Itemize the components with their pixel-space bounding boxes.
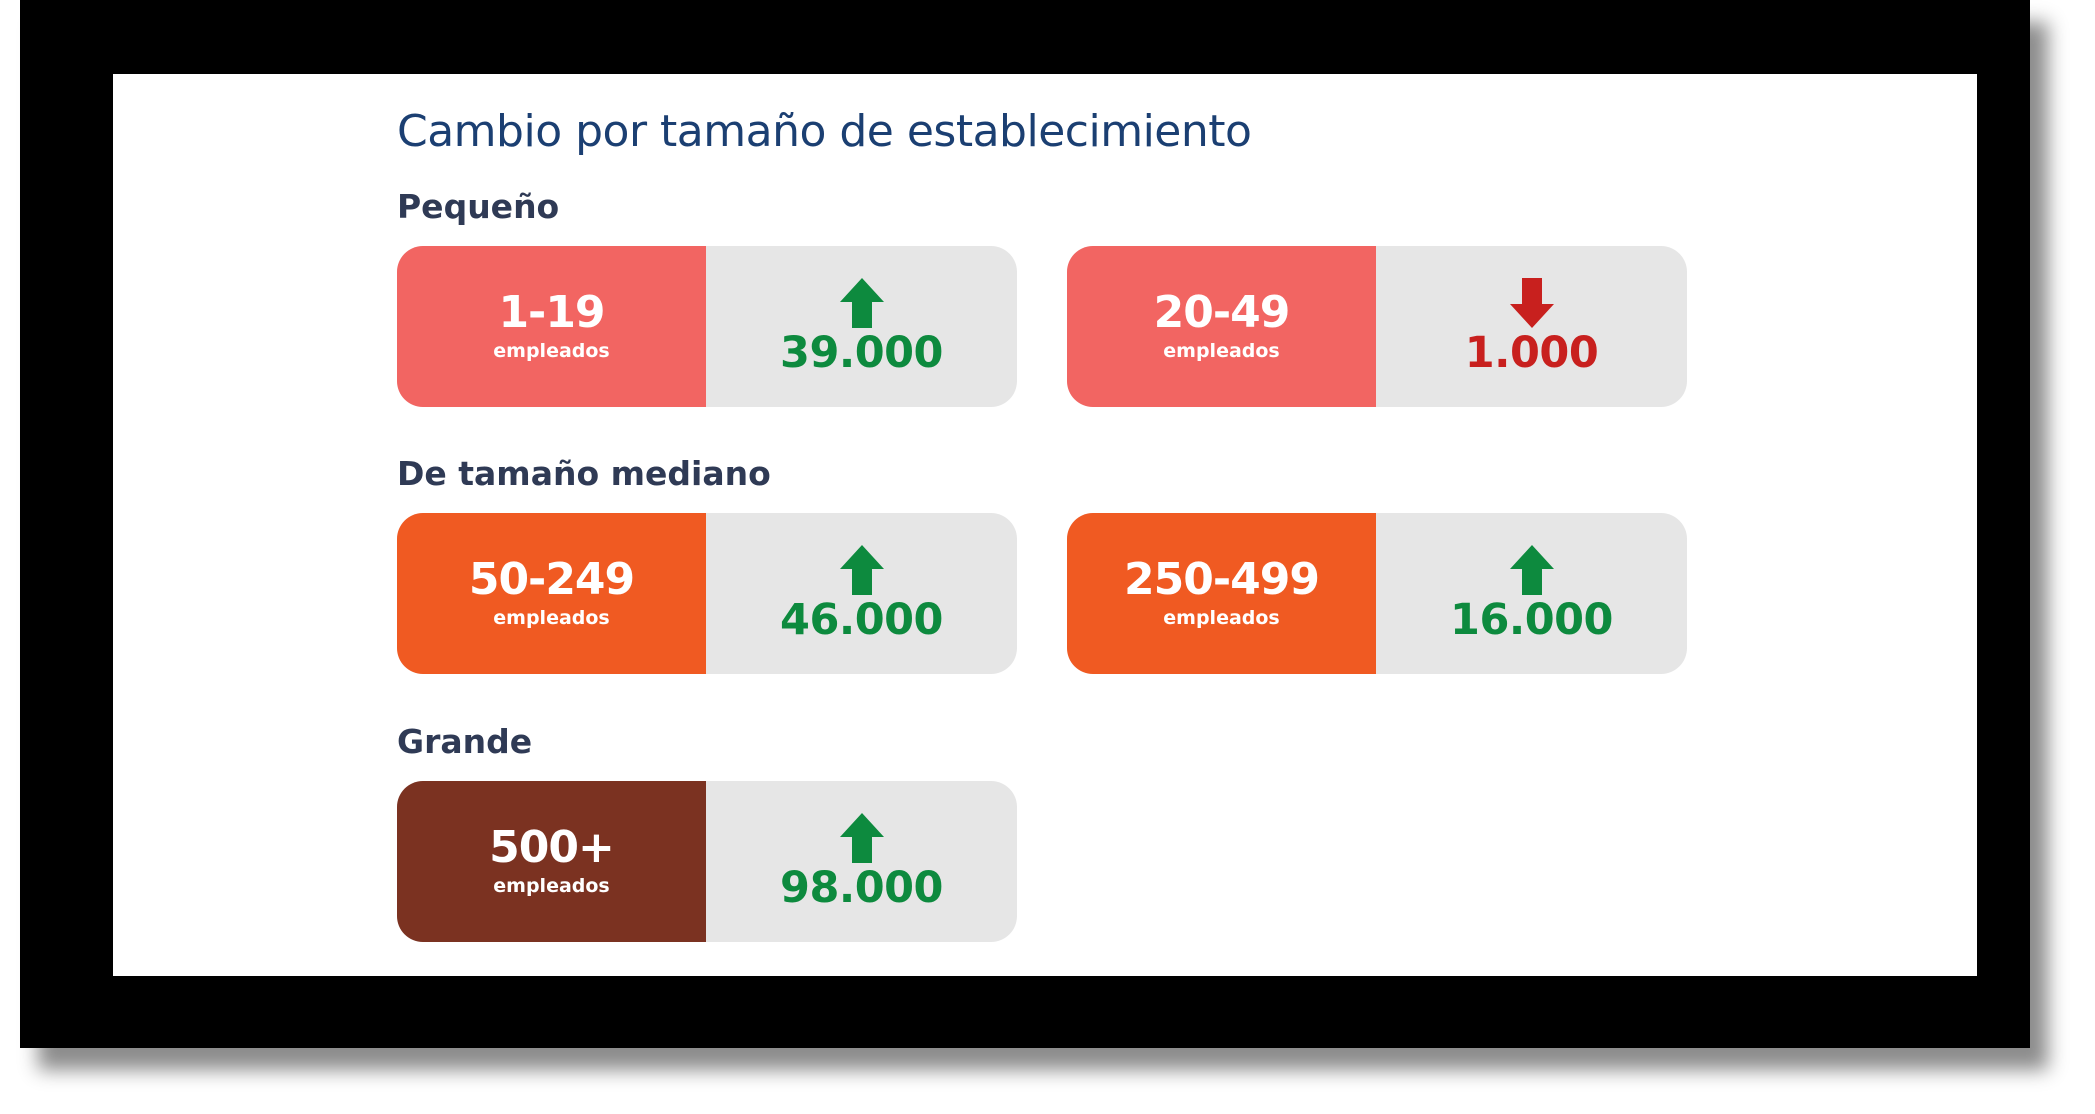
size-unit: empleados <box>1163 607 1280 629</box>
size-range: 1-19 <box>498 287 605 338</box>
size-unit: empleados <box>493 340 610 362</box>
change-panel: 46.000 <box>706 513 1017 674</box>
change-value: 1.000 <box>1464 328 1599 378</box>
change-panel: 98.000 <box>706 781 1017 942</box>
change-panel: 16.000 <box>1376 513 1687 674</box>
change-value: 16.000 <box>1450 595 1613 645</box>
change-value: 46.000 <box>780 595 943 645</box>
card-size-250-499: 250-499 empleados 16.000 <box>1067 513 1687 674</box>
black-frame: Cambio por tamaño de establecimiento Peq… <box>20 0 2030 1048</box>
size-range: 50-249 <box>468 554 635 605</box>
card-size-50-249: 50-249 empleados 46.000 <box>397 513 1017 674</box>
change-panel: 1.000 <box>1376 246 1687 407</box>
size-range-panel: 500+ empleados <box>397 781 706 942</box>
size-unit: empleados <box>493 875 610 897</box>
size-range-panel: 50-249 empleados <box>397 513 706 674</box>
card-size-1-19: 1-19 empleados 39.000 <box>397 246 1017 407</box>
size-range: 20-49 <box>1153 287 1291 338</box>
arrow-down-icon <box>1509 278 1554 328</box>
group-label-medium: De tamaño mediano <box>397 454 771 493</box>
size-range: 250-499 <box>1124 554 1320 605</box>
group-label-large: Grande <box>397 722 533 761</box>
card-size-20-49: 20-49 empleados 1.000 <box>1067 246 1687 407</box>
group-label-small: Pequeño <box>397 187 560 226</box>
page-title: Cambio por tamaño de establecimiento <box>397 106 1252 157</box>
size-range-panel: 250-499 empleados <box>1067 513 1376 674</box>
change-value: 39.000 <box>780 328 943 378</box>
arrow-up-icon <box>1509 545 1554 595</box>
arrow-up-icon <box>839 278 884 328</box>
card-size-500-plus: 500+ empleados 98.000 <box>397 781 1017 942</box>
size-range-panel: 1-19 empleados <box>397 246 706 407</box>
size-range-panel: 20-49 empleados <box>1067 246 1376 407</box>
size-unit: empleados <box>1163 340 1280 362</box>
arrow-up-icon <box>839 813 884 863</box>
size-range: 500+ <box>489 822 615 873</box>
size-unit: empleados <box>493 607 610 629</box>
change-panel: 39.000 <box>706 246 1017 407</box>
arrow-up-icon <box>839 545 884 595</box>
infographic-canvas: Cambio por tamaño de establecimiento Peq… <box>113 74 1977 976</box>
change-value: 98.000 <box>780 863 943 913</box>
